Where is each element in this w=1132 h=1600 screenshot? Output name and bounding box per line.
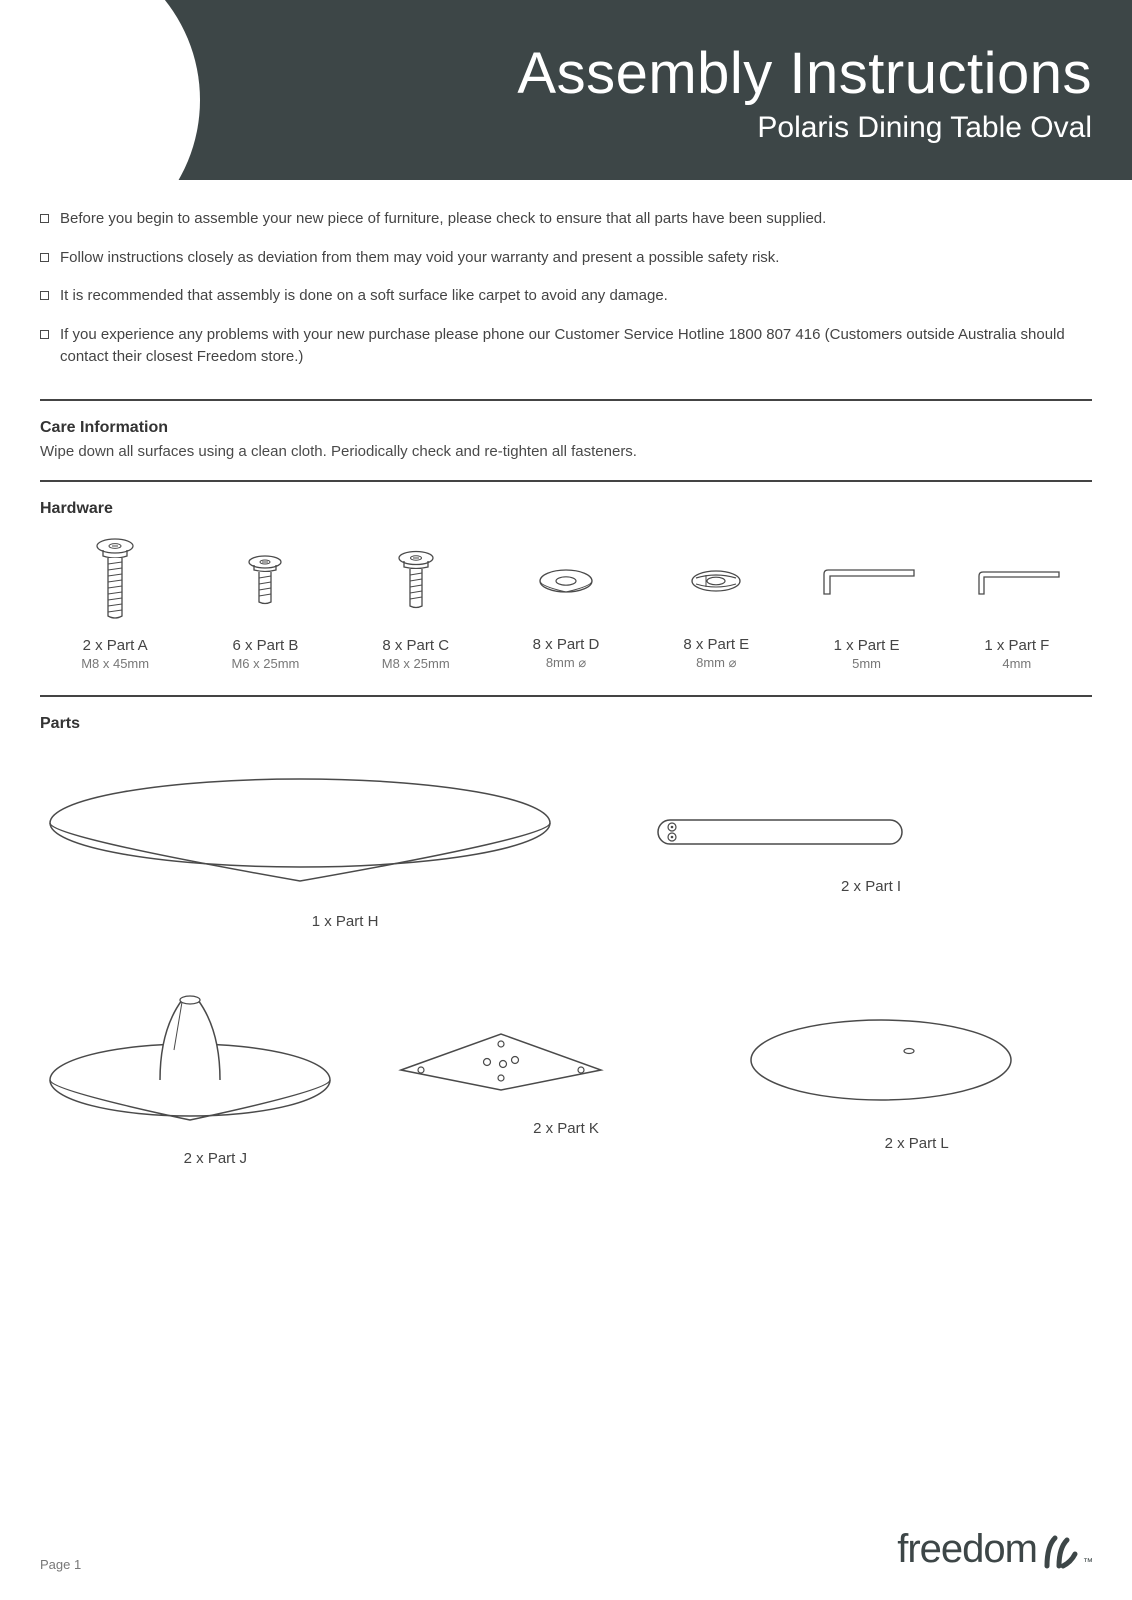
pedestal-icon	[40, 990, 340, 1130]
header-band: Assembly Instructions Polaris Dining Tab…	[0, 0, 1132, 180]
table-top-icon	[40, 773, 560, 893]
doc-title: Assembly Instructions	[517, 40, 1092, 107]
hardware-row: 2 x Part A M8 x 45mm 6 x Part B M6 x	[40, 536, 1092, 671]
header-curve	[0, 0, 200, 180]
part-label: 2 x Part I	[650, 878, 1092, 895]
logo-mark-icon	[1041, 1532, 1081, 1572]
hw-label: 2 x Part A	[40, 637, 190, 654]
care-text: Wipe down all surfaces using a clean clo…	[40, 443, 1092, 460]
hardware-item-g: 1 x Part F 4mm	[942, 537, 1092, 671]
bolt-short-icon	[190, 537, 340, 627]
hardware-item-b: 6 x Part B M6 x 25mm	[190, 537, 340, 671]
divider	[40, 695, 1092, 697]
note-item: Before you begin to assemble your new pi…	[40, 208, 1092, 231]
hardware-item-e: 8 x Part E 8mm ⌀	[641, 536, 791, 671]
hardware-item-f: 1 x Part E 5mm	[791, 537, 941, 671]
hw-spec: 4mm	[942, 656, 1092, 671]
content-area: Before you begin to assemble your new pi…	[0, 180, 1132, 1167]
base-disc-icon	[741, 1005, 1021, 1115]
doc-subtitle: Polaris Dining Table Oval	[517, 111, 1092, 145]
divider	[40, 399, 1092, 401]
header-title-block: Assembly Instructions Polaris Dining Tab…	[517, 40, 1092, 145]
hw-spec: 8mm ⌀	[641, 655, 791, 671]
allen-key-4-icon	[942, 537, 1092, 627]
hardware-item-d: 8 x Part D 8mm ⌀	[491, 536, 641, 671]
bolt-long-icon	[40, 537, 190, 627]
parts-area: 1 x Part H 2 x Part I	[40, 773, 1092, 1167]
allen-key-5-icon	[791, 537, 941, 627]
hw-label: 8 x Part E	[641, 636, 791, 653]
hw-spec: M8 x 45mm	[40, 656, 190, 671]
part-i: 2 x Part I	[650, 808, 1092, 895]
logo-text: freedom	[897, 1527, 1037, 1572]
brand-logo: freedom ™	[897, 1527, 1092, 1572]
hardware-heading: Hardware	[40, 500, 1092, 518]
washer-flat-icon	[491, 536, 641, 626]
part-l: 2 x Part L	[741, 1005, 1092, 1152]
part-label: 1 x Part H	[40, 913, 650, 930]
bolt-med-icon	[341, 537, 491, 627]
part-label: 2 x Part J	[40, 1150, 391, 1167]
washer-spring-icon	[641, 536, 791, 626]
part-label: 2 x Part K	[391, 1120, 742, 1137]
hw-spec: 5mm	[791, 656, 941, 671]
hw-label: 8 x Part C	[341, 637, 491, 654]
hw-spec: M6 x 25mm	[190, 656, 340, 671]
notes-list: Before you begin to assemble your new pi…	[40, 208, 1092, 369]
hw-label: 6 x Part B	[190, 637, 340, 654]
logo-tm: ™	[1083, 1557, 1092, 1568]
care-heading: Care Information	[40, 419, 1092, 437]
parts-row-1: 1 x Part H 2 x Part I	[40, 773, 1092, 930]
hw-label: 1 x Part E	[791, 637, 941, 654]
parts-heading: Parts	[40, 715, 1092, 733]
rail-icon	[650, 808, 910, 858]
part-k: 2 x Part K	[391, 1020, 742, 1137]
note-item: If you experience any problems with your…	[40, 324, 1092, 369]
parts-row-2: 2 x Part J 2 x Part K	[40, 990, 1092, 1167]
footer: Page 1 freedom ™	[40, 1527, 1092, 1572]
divider	[40, 480, 1092, 482]
hw-label: 1 x Part F	[942, 637, 1092, 654]
part-label: 2 x Part L	[741, 1135, 1092, 1152]
hardware-item-c: 8 x Part C M8 x 25mm	[341, 537, 491, 671]
part-h: 1 x Part H	[40, 773, 650, 930]
hw-spec: M8 x 25mm	[341, 656, 491, 671]
plate-icon	[391, 1020, 611, 1100]
hardware-item-a: 2 x Part A M8 x 45mm	[40, 537, 190, 671]
note-item: It is recommended that assembly is done …	[40, 285, 1092, 308]
hw-label: 8 x Part D	[491, 636, 641, 653]
page-number: Page 1	[40, 1557, 81, 1572]
note-item: Follow instructions closely as deviation…	[40, 247, 1092, 270]
hw-spec: 8mm ⌀	[491, 655, 641, 671]
part-j: 2 x Part J	[40, 990, 391, 1167]
